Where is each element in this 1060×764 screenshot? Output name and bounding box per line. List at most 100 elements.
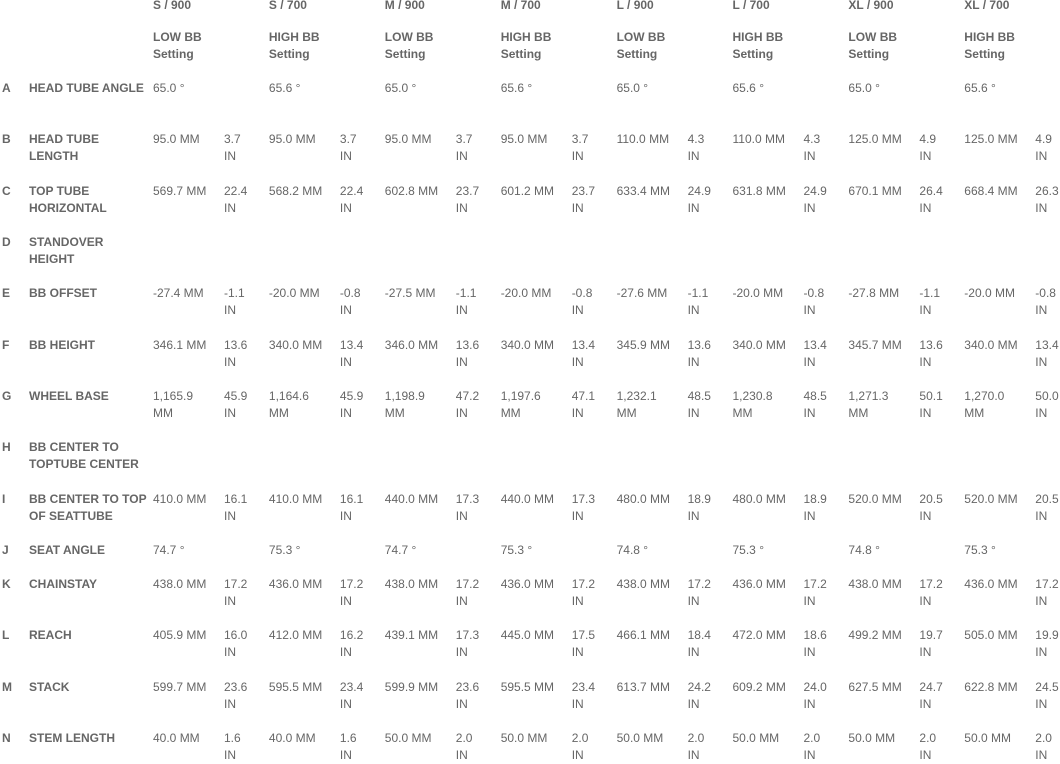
value-in: 13.4 IN [1035, 338, 1059, 369]
value-in: 50.1 IN [919, 389, 943, 420]
row-letter: D [2, 235, 11, 249]
value-in: 23.4 IN [571, 680, 596, 711]
value-in: 24.7 IN [919, 680, 943, 711]
value-mm: 125.0 MM [964, 132, 1018, 146]
column-size-header: XL / 900 [848, 0, 894, 12]
value-in: 3.7 IN [339, 132, 357, 163]
row-label: BB OFFSET [29, 286, 97, 300]
value-mm: 1,270.0 MM [964, 389, 1005, 420]
value-in: 20.5 IN [1035, 492, 1059, 523]
row-label: BB CENTER TO TOPTUBE CENTER [29, 440, 139, 471]
value-in: 23.7 IN [455, 184, 480, 215]
value-in: 13.6 IN [455, 338, 480, 369]
value-mm: 668.4 MM [964, 184, 1018, 198]
value-mm: 75.3 ° [500, 543, 533, 557]
row-letter: F [2, 338, 10, 352]
value-in: -1.1 IN [224, 286, 245, 317]
row-letter: H [2, 440, 11, 454]
value-mm: 95.0 MM [268, 132, 316, 146]
value-in: 22.4 IN [339, 184, 364, 215]
row-label: TOP TUBE HORIZONTAL [29, 184, 107, 215]
value-in: 1.6 IN [224, 731, 241, 762]
value-mm: 631.8 MM [732, 184, 786, 198]
value-mm: 499.2 MM [848, 628, 902, 642]
value-mm: 480.0 MM [616, 492, 670, 506]
column-setting-line2: Setting [848, 47, 890, 61]
row-label: CHAINSTAY [29, 577, 98, 591]
value-mm: 670.1 MM [848, 184, 902, 198]
column-setting-line1: HIGH BB [500, 30, 552, 44]
value-mm: 439.1 MM [384, 628, 439, 642]
value-mm: 440.0 MM [500, 492, 555, 506]
value-in: 48.5 IN [687, 389, 711, 420]
value-in: 17.2 IN [803, 577, 827, 608]
value-mm: 569.7 MM [153, 184, 207, 198]
value-mm: -27.5 MM [384, 286, 436, 300]
value-mm: 412.0 MM [268, 628, 323, 642]
value-mm: 613.7 MM [616, 680, 670, 694]
column-setting-line2: Setting [732, 47, 774, 61]
value-mm: 1,232.1 MM [616, 389, 657, 420]
value-in: 45.9 IN [224, 389, 248, 420]
value-in: 17.2 IN [919, 577, 943, 608]
value-in: 13.6 IN [224, 338, 248, 369]
value-in: 17.2 IN [687, 577, 711, 608]
value-in: 26.4 IN [919, 184, 943, 215]
value-mm: 74.8 ° [616, 543, 649, 557]
value-mm: 436.0 MM [732, 577, 786, 591]
value-in: 13.4 IN [339, 338, 364, 369]
value-mm: 110.0 MM [732, 132, 785, 146]
column-setting-line2: Setting [268, 47, 310, 61]
value-in: 2.0 IN [919, 731, 937, 762]
value-mm: 345.9 MM [616, 338, 670, 352]
row-label: REACH [29, 628, 72, 642]
value-mm: 405.9 MM [153, 628, 207, 642]
value-mm: 65.6 ° [964, 81, 996, 95]
value-in: 4.3 IN [803, 132, 821, 163]
value-in: 3.7 IN [224, 132, 241, 163]
value-mm: 438.0 MM [153, 577, 207, 591]
value-mm: 75.3 ° [268, 543, 301, 557]
column-setting-line2: Setting [500, 47, 542, 61]
value-mm: -27.4 MM [153, 286, 204, 300]
value-in: 17.3 IN [455, 492, 480, 523]
value-mm: 95.0 MM [500, 132, 548, 146]
value-mm: 599.9 MM [384, 680, 439, 694]
value-mm: 480.0 MM [732, 492, 786, 506]
value-mm: 110.0 MM [616, 132, 670, 146]
column-setting-line2: Setting [153, 47, 194, 61]
value-mm: 595.5 MM [500, 680, 555, 694]
value-in: 2.0 IN [1035, 731, 1052, 762]
column-setting-line2: Setting [616, 47, 658, 61]
value-in: 19.7 IN [919, 628, 943, 659]
value-mm: 75.3 ° [964, 543, 996, 557]
value-mm: 466.1 MM [616, 628, 670, 642]
value-in: 23.4 IN [339, 680, 364, 711]
value-mm: 40.0 MM [268, 731, 316, 745]
value-mm: 340.0 MM [964, 338, 1018, 352]
row-label: STACK [29, 680, 70, 694]
column-setting-line1: LOW BB [616, 30, 666, 44]
column-setting-line2: Setting [964, 47, 1005, 61]
value-in: 18.9 IN [687, 492, 711, 523]
value-in: 2.0 IN [687, 731, 705, 762]
value-mm: 346.0 MM [384, 338, 439, 352]
value-in: 13.4 IN [803, 338, 827, 369]
value-mm: -27.8 MM [848, 286, 900, 300]
value-mm: 65.6 ° [268, 81, 301, 95]
row-letter: G [2, 389, 12, 403]
value-in: 26.3 IN [1035, 184, 1059, 215]
value-in: 4.9 IN [919, 132, 937, 163]
value-in: 4.3 IN [687, 132, 705, 163]
value-mm: 50.0 MM [964, 731, 1011, 745]
column-size-header: M / 900 [384, 0, 425, 12]
value-in: 13.4 IN [571, 338, 596, 369]
value-mm: 50.0 MM [732, 731, 780, 745]
value-in: -1.1 IN [919, 286, 941, 317]
column-size-header: S / 900 [153, 0, 192, 12]
row-letter: L [2, 628, 10, 642]
value-mm: 627.5 MM [848, 680, 902, 694]
column-setting-line1: HIGH BB [732, 30, 784, 44]
row-letter: K [2, 577, 11, 591]
value-mm: 436.0 MM [500, 577, 555, 591]
